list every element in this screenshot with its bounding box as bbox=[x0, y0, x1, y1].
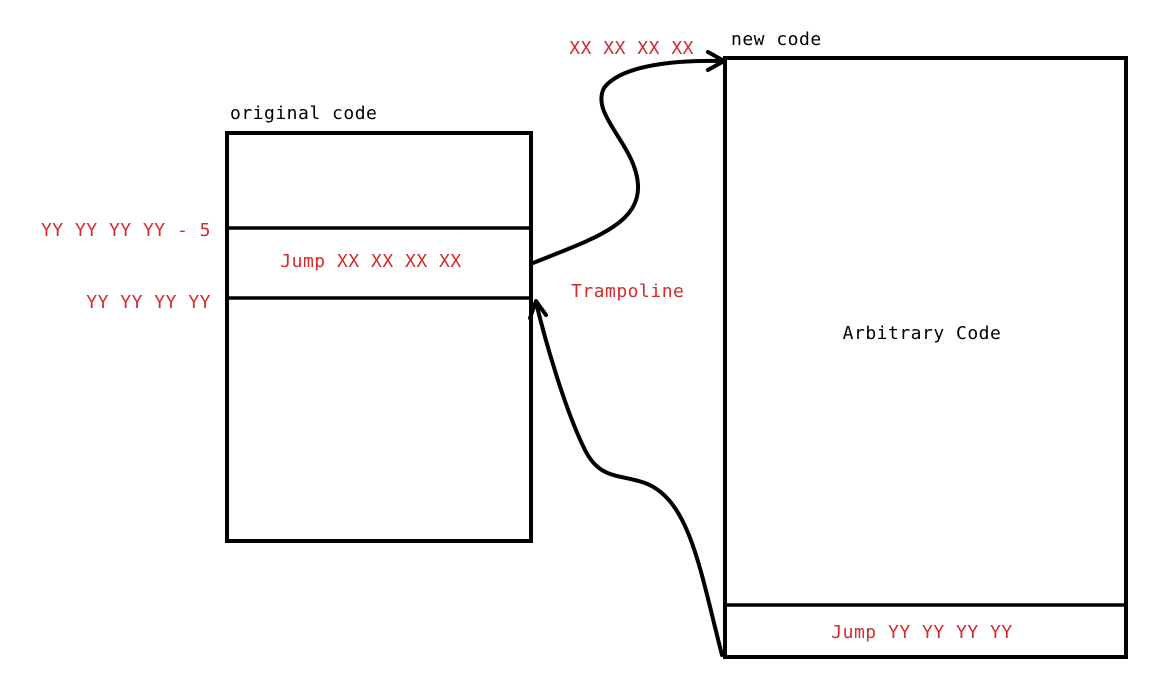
jump-back-label: Jump YY YY YY YY bbox=[831, 622, 1012, 643]
return-address-label: YY YY YY YY bbox=[86, 292, 211, 313]
original-code-title: original code bbox=[230, 103, 377, 124]
original-code-box bbox=[225, 131, 533, 543]
target-address-label: XX XX XX XX bbox=[569, 38, 694, 59]
arbitrary-code-label: Arbitrary Code bbox=[843, 323, 1002, 344]
jump-arrow bbox=[531, 50, 726, 265]
new-code-box bbox=[723, 56, 1128, 659]
jump-arrow-curve bbox=[531, 58, 724, 265]
trampoline-label: Trampoline bbox=[571, 281, 684, 302]
return-arrow-curve bbox=[534, 300, 724, 657]
return-arrow-head bbox=[528, 299, 548, 320]
new-code-title: new code bbox=[731, 29, 822, 50]
jump-arrow-head bbox=[706, 50, 726, 72]
address-minus-5-label: YY YY YY YY - 5 bbox=[41, 220, 211, 241]
original-code-block bbox=[225, 131, 533, 543]
return-arrow bbox=[528, 299, 724, 657]
new-code-block bbox=[723, 56, 1128, 659]
jump-to-new-label: Jump XX XX XX XX bbox=[280, 251, 461, 272]
